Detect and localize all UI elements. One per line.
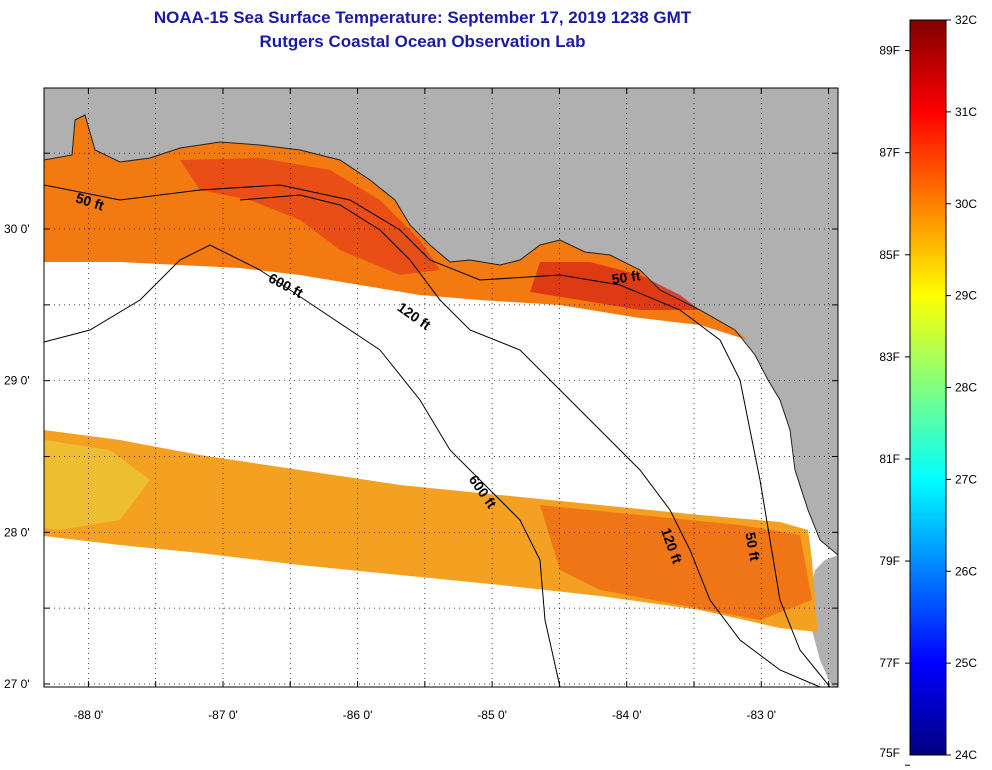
contour-label: 50 ft [742,531,763,562]
lon-tick-label: -87 0' [208,708,238,722]
colorbar-c-label: 31C [955,105,977,119]
colorbar-c-label: 24C [955,748,977,762]
coastline [44,114,838,556]
colorbar-c-label: 28C [955,381,977,395]
colorbar-f-label: 85F [879,248,900,262]
colorbar-c-label: 26C [955,564,977,578]
colorbar-f-label: 89F [879,44,900,58]
colorbar-f-label: 75F [879,746,900,760]
lat-tick-label: 30 0' [4,222,30,236]
colorbar-c-label: 32C [955,13,977,27]
chart-subtitle: Rutgers Coastal Ocean Observation Lab [259,32,586,51]
colorbar-f-label: 79F [879,554,900,568]
contour-600ft [44,244,561,687]
sst-swath-south-cool [44,440,150,530]
lat-tick-label: 27 0' [4,677,30,691]
land-peninsula [808,555,838,687]
colorbar-c-label: 29C [955,289,977,303]
land-mass [44,88,838,555]
lon-tick-label: -85 0' [477,708,507,722]
lat-tick-label: 29 0' [4,374,30,388]
colorbar-fahrenheit-labels: 89F 87F 85F 83F 81F 79F 77F 75F [879,44,910,766]
colorbar-f-label: 87F [879,146,900,160]
longitude-axis: -88 0' -87 0' -86 0' -85 0' -84 0' -83 0' [74,88,830,722]
colorbar [909,19,947,756]
chart-title: NOAA-15 Sea Surface Temperature: Septemb… [153,8,692,27]
colorbar-c-label: 25C [955,656,977,670]
lon-tick-label: -88 0' [74,708,104,722]
lat-tick-label: 28 0' [4,525,30,539]
colorbar-c-label: 27C [955,472,977,486]
contour-120ft [239,194,821,687]
lon-tick-label: -84 0' [612,708,642,722]
latitude-axis: 30 0' 29 0' 28 0' 27 0' [4,152,838,691]
lon-tick-label: -86 0' [343,708,373,722]
colorbar-celsius-labels: 32C 31C 30C 29C 28C 27C 26C 25C 24C [946,13,977,762]
sst-swath-south-warm [540,505,812,620]
colorbar-f-label: 81F [879,452,900,466]
sst-swath-north-warm-east [530,262,700,310]
colorbar-c-label: 30C [955,197,977,211]
colorbar-f-label: 83F [879,350,900,364]
lon-tick-label: -83 0' [746,708,776,722]
map-frame [43,87,839,688]
contour-label: 50 ft [611,267,642,287]
contour-50ft [44,184,831,687]
colorbar-f-label: 77F [879,656,900,670]
map-layers [44,88,838,687]
